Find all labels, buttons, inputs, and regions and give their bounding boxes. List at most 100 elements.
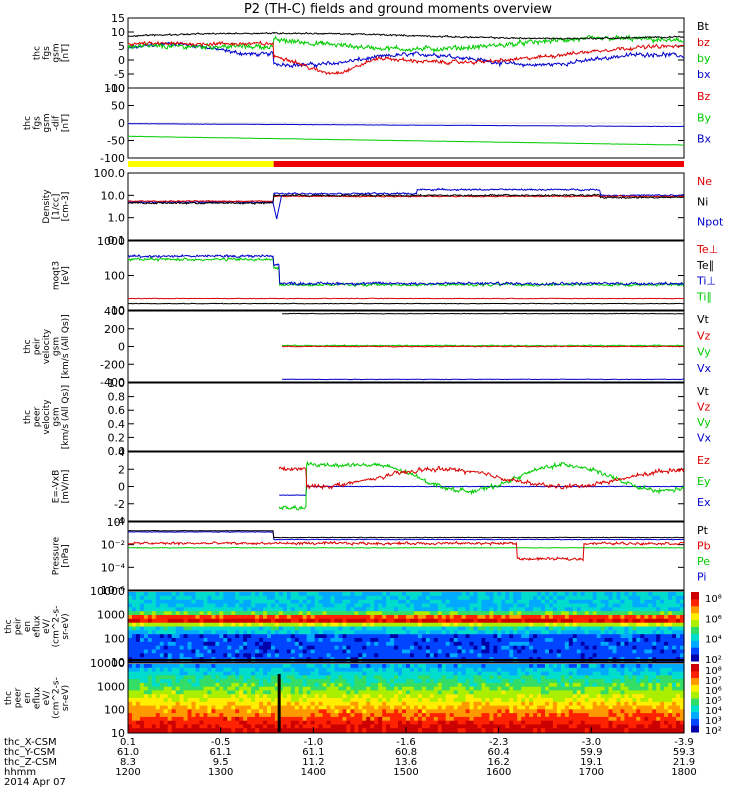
spectrogram-cell [417, 634, 423, 639]
spectrogram-cell [155, 618, 161, 624]
spectrogram-cell [314, 675, 320, 680]
spectrogram-cell [437, 709, 443, 714]
spectrogram-cell [576, 592, 582, 597]
spectrogram-cell [441, 716, 447, 722]
spectrogram-cell [552, 713, 558, 718]
spectrogram-cell [509, 698, 514, 703]
spectrogram-cell [668, 615, 673, 620]
spectrogram-cell [215, 694, 220, 699]
spectrogram-cell [294, 694, 300, 699]
spectrogram-cell [437, 599, 443, 605]
spectrogram-cell [167, 592, 173, 597]
spectrogram-cell [179, 649, 185, 654]
spectrogram-cell [473, 618, 479, 624]
spectrogram-cell [382, 622, 387, 628]
spectrogram-cell [159, 638, 165, 643]
spectrogram-cell [350, 716, 355, 722]
spectrogram-cell [219, 682, 224, 688]
spectrogram-cell [568, 615, 574, 620]
spectrogram-cell [243, 664, 248, 669]
spectrogram-cell [564, 615, 570, 620]
spectrogram-cell [549, 667, 554, 673]
spectrogram-cell [278, 618, 284, 624]
spectrogram-cell [151, 675, 157, 680]
spectrogram-cell [473, 641, 479, 647]
spectrogram-cell [370, 649, 375, 654]
spectrogram-cell [386, 682, 391, 688]
spectrogram-cell [425, 599, 431, 605]
spectrogram-cell [429, 664, 435, 669]
spectrogram-cell [211, 698, 216, 703]
spectrogram-cell [394, 675, 399, 680]
spectrogram-cell [286, 649, 292, 654]
spectrogram-cell [302, 622, 308, 628]
spectrogram-cell [147, 690, 153, 695]
spectrogram-cell [537, 615, 542, 620]
spectrogram-cell [465, 592, 471, 597]
spectrogram-cell [473, 638, 479, 643]
spectrogram-cell [302, 671, 308, 676]
spectrogram-cell [552, 592, 558, 597]
spectrogram-cell [294, 653, 300, 658]
spectrogram-cell [425, 638, 431, 643]
y-tick-label: 10 [111, 304, 125, 317]
spectrogram-cell [533, 698, 538, 703]
spectrogram-cell [592, 713, 598, 718]
spectrogram-cell [398, 694, 403, 699]
spectrogram-cell [366, 638, 371, 643]
spectrogram-cell [167, 634, 173, 639]
spectrogram-cell [505, 653, 510, 658]
spectrogram-cell [449, 622, 455, 628]
spectrogram-cell [576, 595, 582, 601]
spectrogram-cell [282, 630, 288, 635]
spectrogram-cell [231, 671, 236, 676]
spectrogram-cell [223, 709, 228, 714]
spectrogram-cell [298, 724, 304, 729]
spectrogram-cell [485, 622, 490, 628]
spectrogram-cell [298, 709, 304, 714]
spectrogram-cell [612, 645, 618, 651]
spectrogram-cell [247, 705, 252, 710]
spectrogram-cell [477, 716, 483, 722]
spectrogram-cell [378, 690, 383, 695]
spectrogram-cell [477, 694, 483, 699]
spectrogram-cell [342, 603, 348, 608]
spectrogram-cell [433, 611, 439, 616]
spectrogram-cell [199, 653, 205, 658]
spectrogram-cell [410, 634, 415, 639]
spectrogram-cell [342, 679, 348, 684]
spectrogram-cell [525, 595, 530, 601]
spectrogram-cell [187, 705, 193, 710]
spectrogram-cell [449, 728, 455, 733]
spectrogram-cell [191, 653, 197, 658]
spectrogram-cell [441, 611, 447, 616]
spectrogram-cell [318, 671, 324, 676]
spectrogram-cell [632, 622, 637, 628]
spectrogram-cell [143, 716, 149, 722]
spectrogram-cell [632, 599, 637, 605]
spectrogram-cell [406, 630, 411, 635]
spectrogram-cell [560, 615, 566, 620]
spectrogram-cell [600, 599, 606, 605]
spectrogram-cell [128, 664, 133, 669]
spectrogram-cell [207, 645, 212, 651]
spectrogram-cell [465, 595, 471, 601]
spectrogram-cell [207, 599, 212, 605]
spectrogram-cell [406, 686, 411, 692]
spectrogram-cell [330, 592, 336, 597]
spectrogram-cell [390, 595, 395, 601]
spectrogram-cell [334, 653, 340, 658]
spectrogram-cell [592, 664, 598, 669]
spectrogram-cell [179, 671, 185, 676]
spectrogram-cell [533, 667, 538, 673]
spectrogram-cell [143, 686, 149, 692]
spectrogram-cell [239, 667, 244, 673]
spectrogram-cell [465, 694, 471, 699]
spectrogram-cell [191, 667, 197, 673]
spectrogram-cell [354, 671, 359, 676]
spectrogram-cell [350, 698, 355, 703]
spectrogram-cell [398, 686, 403, 692]
spectrogram-cell [223, 713, 228, 718]
spectrogram-cell [366, 690, 371, 695]
spectrogram-cell [580, 595, 586, 601]
